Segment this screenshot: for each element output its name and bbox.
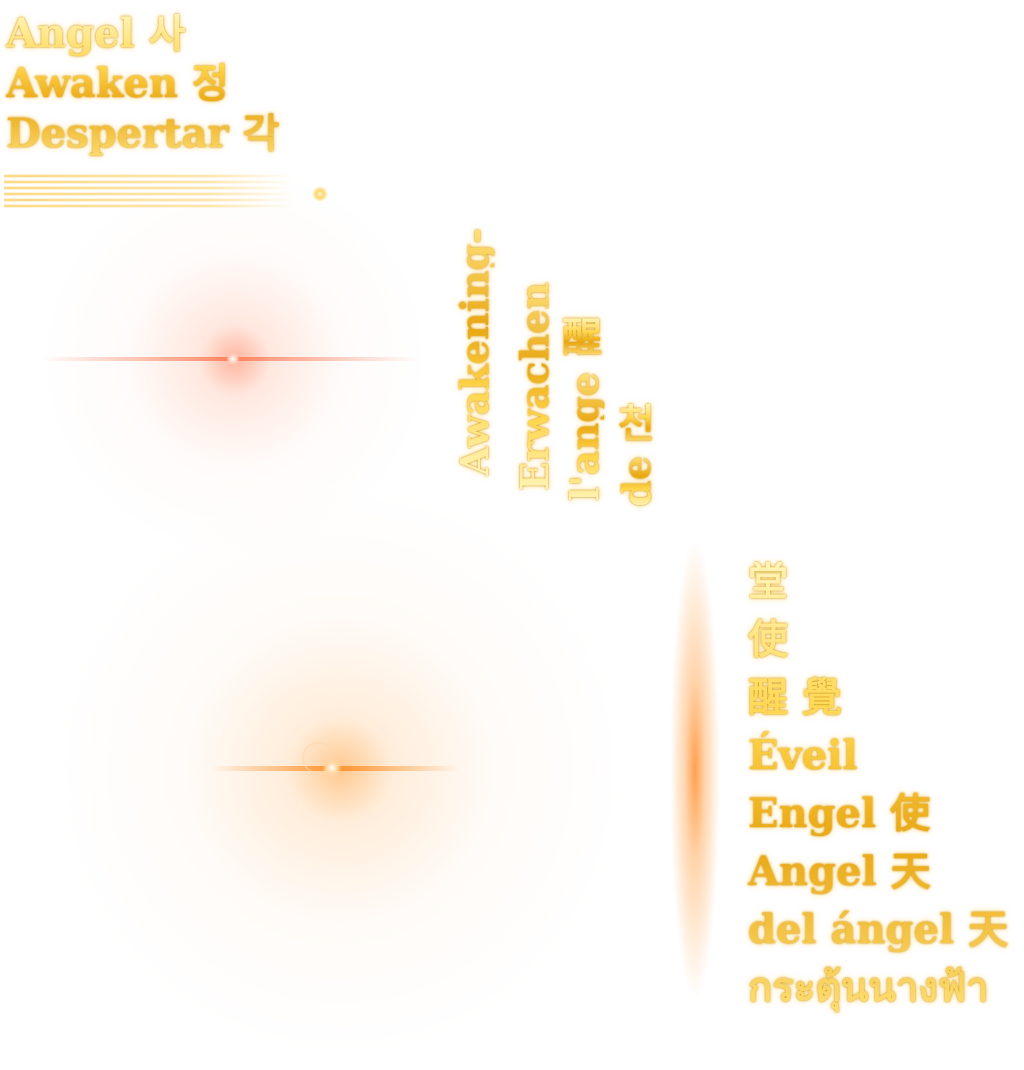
vertical-text-awakening: Awakening- [452, 228, 497, 476]
bottom-right-text-block: 堂 使 醒 覺 Éveil Engel 使 Angel 天 del ángel … [748, 562, 1008, 1026]
red-lens-flare-core [226, 353, 240, 365]
gold-light-streak [4, 174, 294, 208]
vertical-text-lange: l'ange [562, 372, 607, 502]
vertical-text-erwachen: Erwachen [512, 282, 557, 491]
text-line-engel: Engel 使 [748, 790, 931, 837]
text-line-eveil: Éveil [748, 732, 858, 779]
text-line-angel-tian: Angel 天 [748, 848, 931, 895]
orange-lens-flare-halo [302, 742, 334, 774]
text-line-thai: กระตุ้นนางฟ้า [748, 964, 989, 1011]
text-line-awaken: Awaken 정 [6, 60, 229, 107]
text-line-del-angel: del ángel 天 [748, 906, 1009, 953]
gold-light-dot [312, 186, 328, 202]
text-line-xing-jue: 醒 覺 [748, 674, 842, 721]
korean-cheon: 천 [618, 400, 655, 447]
text-line-shi: 使 [748, 616, 788, 663]
text-line-dang: 堂 [748, 558, 788, 605]
vertical-orange-light-streak [670, 540, 720, 1000]
text-line-despertar: Despertar 각 [6, 110, 280, 157]
top-left-text-block: Angel 사 Awaken 정 Despertar 각 [6, 14, 279, 164]
text-line-angel: Angel 사 [6, 10, 186, 57]
orange-lens-flare-core [322, 760, 342, 776]
kanji-seong: 醒 [562, 314, 602, 361]
vertical-text-de: de [614, 456, 659, 507]
